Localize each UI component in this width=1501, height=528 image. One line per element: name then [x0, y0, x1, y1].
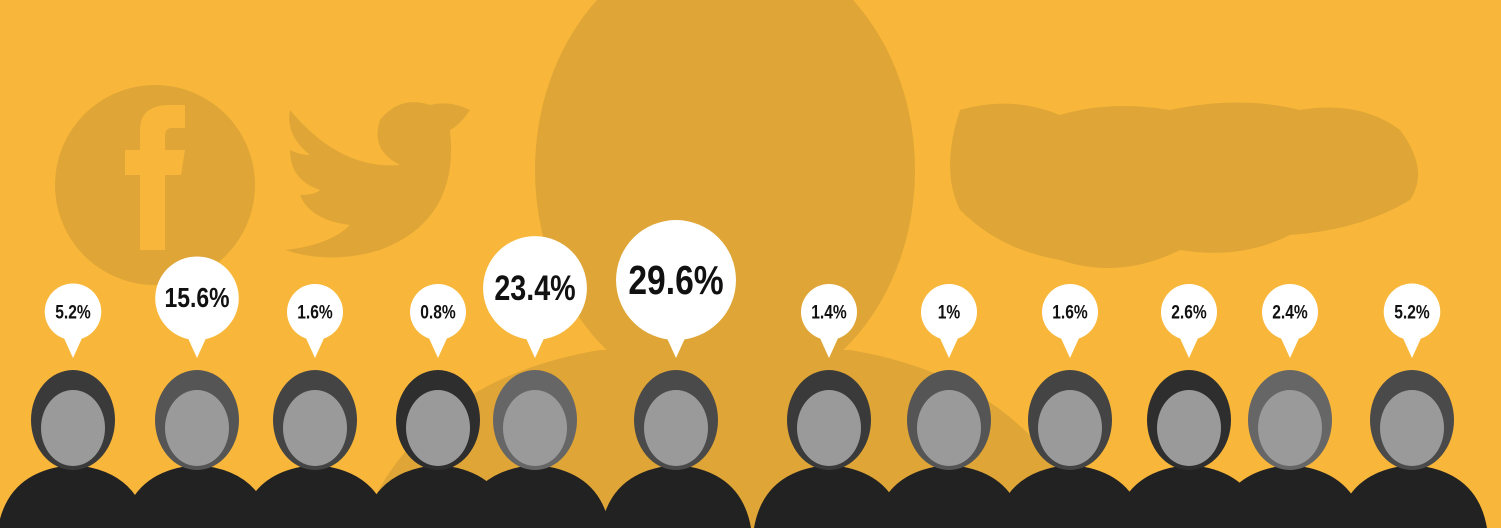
person — [601, 370, 751, 528]
bubble-pointer — [187, 336, 207, 358]
bubble-group: 2.6% — [1161, 284, 1217, 358]
person-face — [41, 390, 105, 466]
person — [240, 370, 390, 528]
person-face — [1038, 390, 1102, 466]
value-label: 2.4% — [1272, 301, 1307, 323]
value-label: 5.2% — [55, 301, 90, 323]
person-face — [644, 390, 708, 466]
person-face — [406, 390, 470, 466]
bubble — [921, 284, 977, 340]
bubble — [410, 284, 466, 340]
bubble-group: 15.6% — [155, 256, 239, 358]
bubble-pointer — [1179, 336, 1199, 358]
value-label: 1.6% — [1052, 301, 1087, 323]
bubble — [1262, 284, 1318, 340]
bubble — [1383, 283, 1441, 340]
value-label: 29.6% — [628, 257, 723, 303]
person-body — [240, 465, 390, 528]
value-label: 5.2% — [1394, 301, 1429, 323]
bubble-pointer — [1402, 336, 1422, 358]
person-body — [460, 465, 610, 528]
person-body — [1337, 465, 1487, 528]
person — [0, 370, 148, 528]
person-body — [1215, 465, 1365, 528]
value-label: 23.4% — [494, 268, 575, 307]
bubble-pointer — [525, 336, 545, 358]
bubble-pointer — [1060, 336, 1080, 358]
bubble — [483, 236, 587, 340]
bubble-pointer — [1280, 336, 1300, 358]
person-face — [1380, 390, 1444, 466]
bubble-group: 23.4% — [483, 236, 587, 358]
value-label: 0.8% — [420, 301, 455, 323]
bubble-group: 1.6% — [287, 284, 343, 358]
value-label: 1.6% — [297, 301, 332, 323]
bubble-pointer — [305, 336, 325, 358]
person — [122, 370, 272, 528]
bubble — [155, 256, 239, 340]
facebook-f — [125, 105, 185, 250]
bubble-pointer — [63, 336, 83, 358]
person — [1114, 370, 1264, 528]
bubble-group: 29.6% — [616, 220, 736, 358]
value-label: 1% — [938, 301, 961, 323]
bubble — [287, 284, 343, 340]
person-face — [797, 390, 861, 466]
bubble-group: 5.2% — [44, 283, 102, 358]
person-body — [0, 465, 148, 528]
bubble-group: 0.8% — [410, 284, 466, 358]
bubble-group: 2.4% — [1262, 284, 1318, 358]
person-body — [754, 465, 904, 528]
person-face — [1157, 390, 1221, 466]
twitter-icon — [285, 102, 470, 258]
bubble-group: 1.4% — [801, 284, 857, 358]
person-face — [1258, 390, 1322, 466]
bubble-pointer — [939, 336, 959, 358]
bubble — [44, 283, 102, 340]
value-label: 1.4% — [811, 301, 846, 323]
person — [754, 370, 904, 528]
map-shape — [950, 102, 1418, 268]
bubble-pointer — [428, 336, 448, 358]
bubble-group: 1% — [921, 284, 977, 358]
person-face — [917, 390, 981, 466]
value-label: 2.6% — [1171, 301, 1206, 323]
person-body — [122, 465, 272, 528]
facebook-icon — [55, 85, 255, 285]
person — [874, 370, 1024, 528]
bubble — [616, 220, 736, 340]
person-body — [601, 465, 751, 528]
bubble-group: 5.2% — [1383, 283, 1441, 358]
bubble-pointer — [666, 336, 686, 358]
value-label: 15.6% — [164, 283, 229, 314]
person — [1337, 370, 1487, 528]
person-face — [165, 390, 229, 466]
person-body — [874, 465, 1024, 528]
person — [460, 370, 610, 528]
bubble-group: 1.6% — [1042, 284, 1098, 358]
person-face — [283, 390, 347, 466]
people — [0, 370, 1487, 528]
bubble-pointer — [819, 336, 839, 358]
person — [995, 370, 1145, 528]
bubbles: 5.2% 15.6% 1.6% 0.8% 23.4% 29.6% 1.4% 1% 1.6% 2.6… — [44, 220, 1441, 358]
bubble — [1042, 284, 1098, 340]
bubble — [801, 284, 857, 340]
person-body — [995, 465, 1145, 528]
bubble — [1161, 284, 1217, 340]
person — [1215, 370, 1365, 528]
person-face — [503, 390, 567, 466]
